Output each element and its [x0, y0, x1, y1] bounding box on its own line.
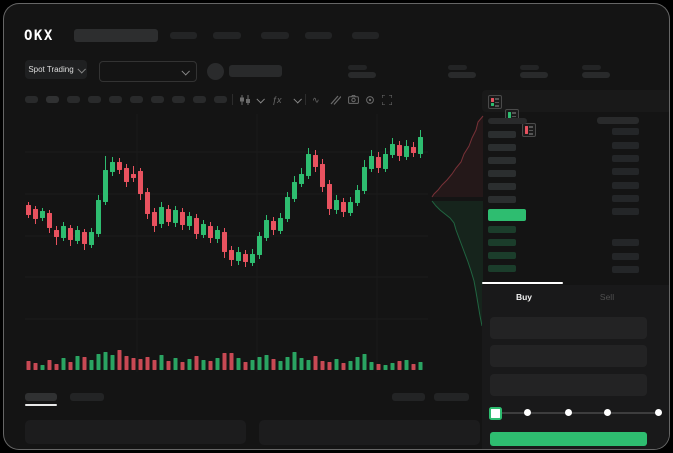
bottom-tab-underline	[25, 404, 57, 406]
search-input[interactable]	[74, 29, 158, 42]
bottom-action-placeholder[interactable]	[392, 393, 425, 401]
chevron-down-icon	[77, 64, 86, 74]
bottom-tab-placeholder-active[interactable]	[25, 393, 57, 401]
nav-item-placeholder[interactable]	[305, 32, 332, 39]
nav-item-placeholder[interactable]	[170, 32, 197, 39]
bottom-action-placeholder[interactable]	[434, 393, 469, 401]
interval-button-placeholder[interactable]	[214, 96, 227, 103]
stat-label-placeholder	[348, 65, 367, 70]
stat-value-placeholder	[582, 72, 610, 78]
interval-button-placeholder[interactable]	[193, 96, 206, 103]
spot-trading-label: Spot Trading	[28, 65, 74, 74]
ask-price-placeholder[interactable]	[488, 131, 516, 138]
ob-header-price-placeholder	[488, 118, 527, 124]
bottom-tab-placeholder[interactable]	[70, 393, 104, 401]
ob-total-placeholder[interactable]	[612, 142, 639, 149]
nav-item-placeholder[interactable]	[352, 32, 379, 39]
total-input[interactable]	[490, 374, 647, 396]
pair-selector-dropdown[interactable]	[99, 61, 197, 82]
ob-total-placeholder[interactable]	[612, 239, 639, 246]
nav-item-placeholder[interactable]	[213, 32, 241, 39]
bid-price-placeholder[interactable]	[488, 265, 516, 272]
stat-value-placeholder	[448, 72, 476, 78]
interval-button-placeholder[interactable]	[88, 96, 101, 103]
ob-header-total-placeholder	[597, 117, 639, 124]
slider-step-dot[interactable]	[604, 409, 611, 416]
fullscreen-icon[interactable]	[382, 95, 392, 105]
camera-icon[interactable]	[348, 95, 359, 104]
okx-logo: OKX	[24, 28, 54, 44]
ask-price-placeholder[interactable]	[488, 144, 516, 151]
ask-price-placeholder[interactable]	[488, 183, 516, 190]
bid-price-placeholder[interactable]	[488, 226, 516, 233]
stat-value-placeholder	[348, 72, 376, 78]
ob-total-placeholder[interactable]	[612, 168, 639, 175]
stat-label-placeholder	[582, 65, 601, 70]
token-avatar	[207, 63, 224, 80]
spot-trading-selector[interactable]: Spot Trading	[25, 60, 87, 79]
slider-handle[interactable]	[489, 407, 502, 420]
ob-total-placeholder[interactable]	[612, 208, 639, 215]
slider-step-dot[interactable]	[565, 409, 572, 416]
ob-total-placeholder[interactable]	[612, 155, 639, 162]
interval-button-placeholder[interactable]	[172, 96, 185, 103]
ob-total-placeholder[interactable]	[612, 128, 639, 135]
interval-button-placeholder[interactable]	[109, 96, 122, 103]
trade-form-panel	[482, 285, 669, 449]
slider-step-dot[interactable]	[524, 409, 531, 416]
app-window: OKX Spot Trading ƒx ∿	[3, 3, 670, 450]
ask-price-placeholder[interactable]	[488, 196, 516, 203]
book-asks-view-icon[interactable]	[522, 123, 536, 137]
ob-total-placeholder[interactable]	[612, 195, 639, 202]
settings-gear-icon[interactable]	[365, 95, 375, 105]
ob-total-placeholder[interactable]	[612, 253, 639, 260]
stat-label-placeholder	[520, 65, 539, 70]
amount-slider-track[interactable]	[493, 412, 660, 414]
bid-price-placeholder[interactable]	[488, 252, 516, 259]
slider-step-dot[interactable]	[655, 409, 662, 416]
draw-tool-icon[interactable]	[330, 95, 341, 105]
indicators-fx-icon[interactable]: ƒx	[272, 95, 282, 105]
interval-button-placeholder[interactable]	[67, 96, 80, 103]
interval-button-placeholder[interactable]	[46, 96, 59, 103]
buy-submit-button[interactable]	[490, 432, 647, 446]
toolbar-divider	[305, 94, 306, 105]
orderbook-toolbar-bg	[482, 90, 669, 112]
ask-price-placeholder[interactable]	[488, 157, 516, 164]
tab-sell[interactable]: Sell	[599, 292, 615, 302]
interval-button-placeholder[interactable]	[151, 96, 164, 103]
history-table-placeholder	[259, 420, 480, 445]
orders-table-placeholder	[25, 420, 246, 444]
stat-label-placeholder	[448, 65, 467, 70]
line-tool-icon[interactable]: ∿	[312, 95, 320, 105]
ask-price-placeholder[interactable]	[488, 170, 516, 177]
ob-total-placeholder[interactable]	[612, 182, 639, 189]
interval-button-placeholder[interactable]	[130, 96, 143, 103]
toolbar-divider	[232, 94, 233, 105]
price-input[interactable]	[490, 317, 647, 339]
tab-buy[interactable]: Buy	[515, 292, 533, 302]
ob-last-price-badge[interactable]	[488, 209, 526, 221]
book-combined-view-icon[interactable]	[488, 95, 502, 109]
active-tab-indicator	[482, 282, 563, 284]
price-chart[interactable]	[4, 4, 670, 450]
nav-item-placeholder[interactable]	[261, 32, 289, 39]
chevron-down-icon	[181, 66, 190, 76]
amount-input[interactable]	[490, 345, 647, 367]
bid-price-placeholder[interactable]	[488, 239, 516, 246]
candle-style-icon[interactable]	[239, 95, 251, 105]
ob-total-placeholder[interactable]	[612, 266, 639, 273]
last-price-placeholder	[229, 65, 282, 77]
interval-button-placeholder[interactable]	[25, 96, 38, 103]
stat-value-placeholder	[520, 72, 548, 78]
